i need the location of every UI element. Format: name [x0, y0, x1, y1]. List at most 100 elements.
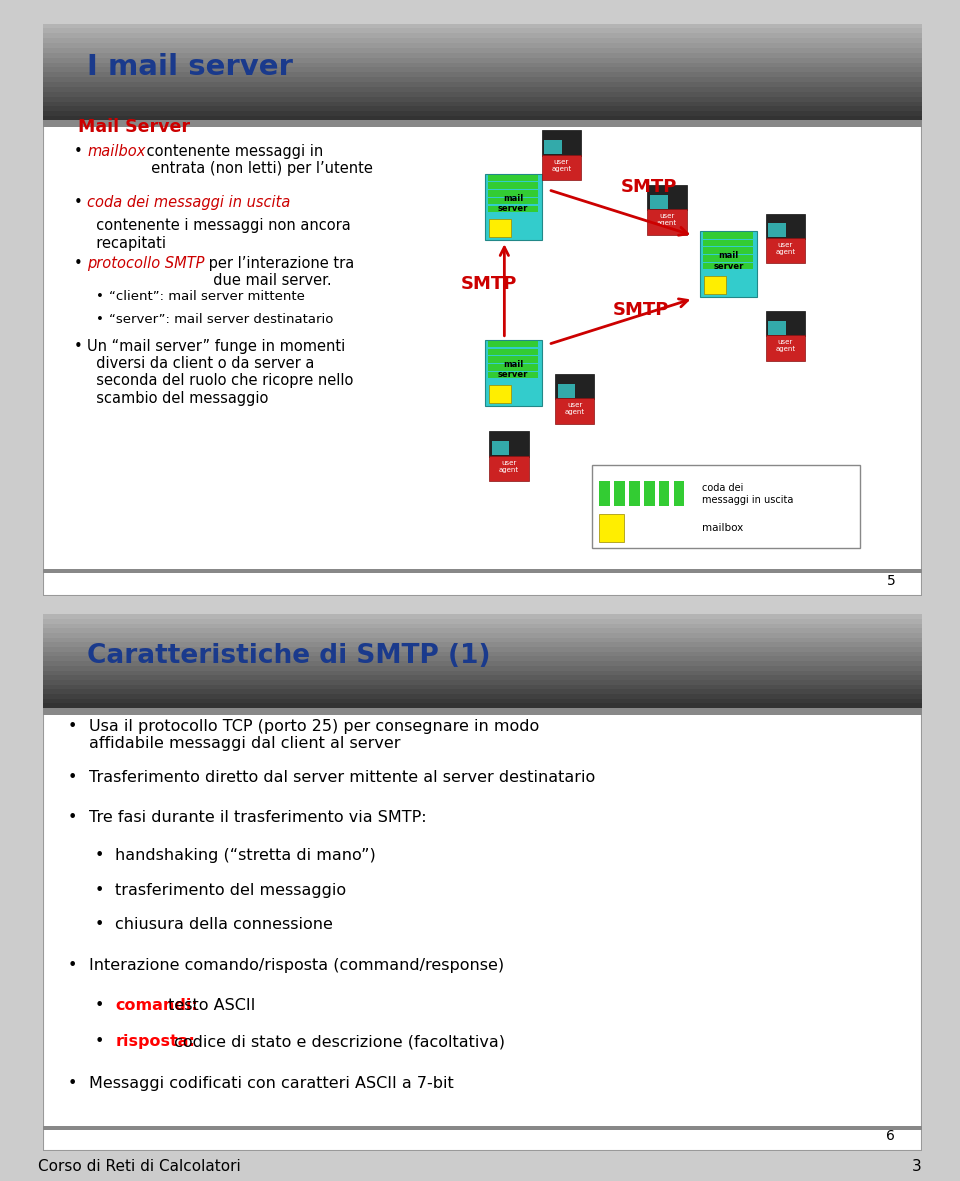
FancyBboxPatch shape [43, 614, 922, 1151]
FancyBboxPatch shape [43, 680, 922, 685]
FancyBboxPatch shape [488, 198, 539, 204]
Text: SMTP: SMTP [621, 178, 678, 196]
FancyBboxPatch shape [43, 28, 922, 33]
FancyBboxPatch shape [489, 218, 511, 237]
FancyBboxPatch shape [488, 341, 539, 347]
FancyBboxPatch shape [485, 340, 541, 406]
Text: contenente i messaggi non ancora
  recapitati: contenente i messaggi non ancora recapit… [87, 218, 350, 250]
FancyBboxPatch shape [768, 321, 786, 334]
FancyBboxPatch shape [629, 481, 639, 507]
FancyBboxPatch shape [492, 442, 510, 455]
FancyBboxPatch shape [555, 398, 594, 424]
Text: Trasferimento diretto dal server mittente al server destinatario: Trasferimento diretto dal server mittent… [89, 770, 595, 785]
Text: Corso di Reti di Calcolatori: Corso di Reti di Calcolatori [38, 1160, 241, 1174]
FancyBboxPatch shape [659, 481, 669, 507]
Text: Un “mail server” funge in momenti
  diversi da client o da server a
  seconda de: Un “mail server” funge in momenti divers… [87, 339, 353, 406]
Text: risposta:: risposta: [115, 1035, 195, 1050]
Text: “client”: mail server mittente: “client”: mail server mittente [109, 291, 305, 304]
FancyBboxPatch shape [43, 633, 922, 638]
Text: codice di stato e descrizione (facoltativa): codice di stato e descrizione (facoltati… [169, 1035, 505, 1050]
Text: chiusura della connessione: chiusura della connessione [115, 916, 333, 932]
FancyBboxPatch shape [43, 72, 922, 77]
FancyBboxPatch shape [488, 357, 539, 363]
FancyBboxPatch shape [614, 481, 625, 507]
FancyBboxPatch shape [766, 237, 805, 263]
FancyBboxPatch shape [488, 175, 539, 181]
FancyBboxPatch shape [43, 652, 922, 657]
FancyBboxPatch shape [485, 174, 541, 240]
FancyBboxPatch shape [43, 33, 922, 38]
FancyBboxPatch shape [766, 214, 805, 239]
FancyBboxPatch shape [489, 431, 529, 457]
Text: •: • [68, 810, 77, 826]
Text: user
agent: user agent [564, 403, 585, 416]
FancyBboxPatch shape [43, 48, 922, 53]
FancyBboxPatch shape [489, 385, 511, 403]
FancyBboxPatch shape [650, 195, 667, 209]
Text: 6: 6 [886, 1129, 896, 1143]
FancyBboxPatch shape [43, 53, 922, 58]
FancyBboxPatch shape [43, 690, 922, 694]
Text: •: • [68, 958, 77, 973]
Text: per l’interazione tra
  due mail server.: per l’interazione tra due mail server. [204, 255, 354, 288]
Text: comandi:: comandi: [115, 998, 198, 1013]
FancyBboxPatch shape [704, 263, 754, 269]
FancyBboxPatch shape [599, 481, 610, 507]
Text: mailbox: mailbox [87, 144, 146, 159]
FancyBboxPatch shape [558, 384, 575, 398]
FancyBboxPatch shape [488, 205, 539, 213]
Text: •: • [68, 1076, 77, 1091]
Text: •: • [74, 339, 83, 353]
FancyBboxPatch shape [43, 87, 922, 92]
FancyBboxPatch shape [43, 1125, 922, 1130]
Text: •: • [74, 255, 83, 270]
FancyBboxPatch shape [599, 515, 624, 542]
Text: Caratteristiche di SMTP (1): Caratteristiche di SMTP (1) [87, 644, 491, 670]
FancyBboxPatch shape [647, 209, 686, 235]
Text: •: • [74, 196, 83, 210]
FancyBboxPatch shape [43, 707, 922, 715]
Text: mailbox: mailbox [702, 523, 743, 534]
Text: coda dei
messaggi in uscita: coda dei messaggi in uscita [702, 483, 793, 504]
Text: •: • [68, 719, 77, 733]
FancyBboxPatch shape [43, 671, 922, 676]
FancyBboxPatch shape [704, 231, 754, 239]
FancyBboxPatch shape [43, 694, 922, 699]
Text: •: • [74, 144, 83, 159]
FancyBboxPatch shape [43, 63, 922, 67]
Text: “server”: mail server destinatario: “server”: mail server destinatario [109, 313, 333, 326]
Text: 3: 3 [912, 1160, 922, 1174]
FancyBboxPatch shape [43, 704, 922, 709]
FancyBboxPatch shape [43, 102, 922, 106]
FancyBboxPatch shape [43, 24, 922, 28]
Text: Usa il protocollo TCP (porto 25) per consegnare in modo
affidabile messaggi dal : Usa il protocollo TCP (porto 25) per con… [89, 719, 540, 751]
FancyBboxPatch shape [43, 38, 922, 43]
FancyBboxPatch shape [43, 106, 922, 111]
Text: contenente messaggi in
  entrata (non letti) per l’utente: contenente messaggi in entrata (non lett… [141, 144, 372, 176]
FancyBboxPatch shape [43, 43, 922, 48]
FancyBboxPatch shape [488, 348, 539, 355]
FancyBboxPatch shape [43, 628, 922, 633]
Text: user
agent: user agent [657, 214, 677, 227]
FancyBboxPatch shape [700, 231, 756, 298]
FancyBboxPatch shape [488, 372, 539, 378]
FancyBboxPatch shape [43, 647, 922, 652]
FancyBboxPatch shape [766, 335, 805, 360]
FancyBboxPatch shape [674, 481, 684, 507]
FancyBboxPatch shape [555, 374, 594, 399]
Text: 5: 5 [886, 574, 896, 588]
FancyBboxPatch shape [43, 624, 922, 628]
FancyBboxPatch shape [592, 464, 860, 548]
Text: coda dei messaggi in uscita: coda dei messaggi in uscita [87, 196, 291, 210]
Text: •: • [94, 916, 104, 932]
FancyBboxPatch shape [704, 255, 754, 262]
FancyBboxPatch shape [43, 661, 922, 666]
FancyBboxPatch shape [43, 77, 922, 81]
FancyBboxPatch shape [43, 666, 922, 671]
Text: Messaggi codificati con caratteri ASCII a 7-bit: Messaggi codificati con caratteri ASCII … [89, 1076, 454, 1091]
FancyBboxPatch shape [43, 24, 922, 596]
Text: SMTP: SMTP [461, 275, 516, 293]
FancyBboxPatch shape [544, 141, 563, 155]
Text: •: • [94, 1035, 104, 1050]
Text: testo ASCII: testo ASCII [163, 998, 255, 1013]
